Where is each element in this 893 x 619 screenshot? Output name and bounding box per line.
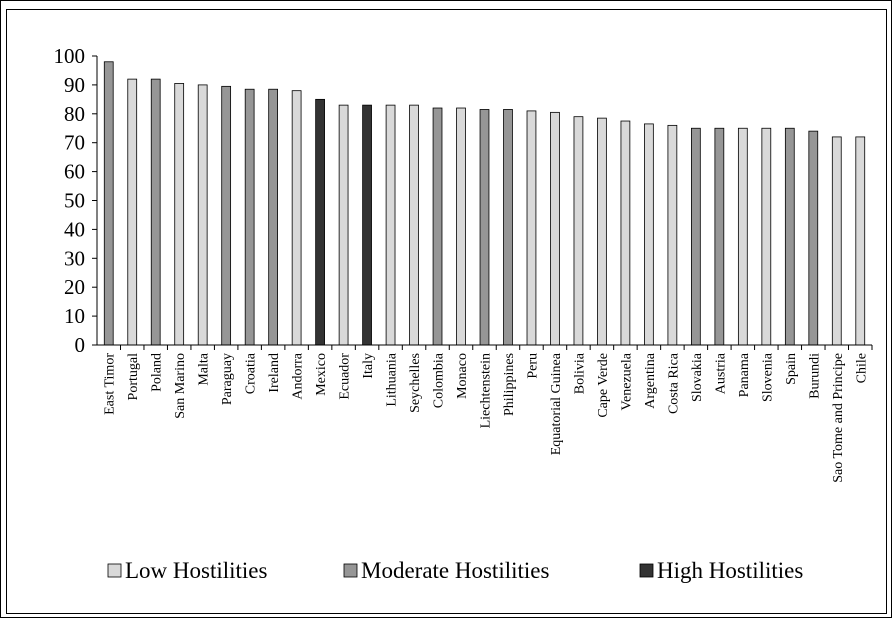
- bar-spain: [784, 127, 795, 346]
- y-tick-label: 40: [64, 217, 85, 241]
- x-tick-label: Philippines: [502, 353, 517, 416]
- x-tick-label: Costa Rica: [666, 352, 681, 414]
- legend-swatch-low: [107, 563, 122, 578]
- x-tick-label: East Timor: [103, 353, 118, 415]
- bar-lithuania: [385, 104, 396, 346]
- bar-venezuela: [620, 120, 631, 346]
- x-tick-label: Italy: [361, 353, 376, 379]
- x-tick-label: Bolivia: [572, 352, 587, 394]
- bar-italy: [362, 104, 372, 346]
- x-tick-label: San Marino: [173, 353, 188, 419]
- bar-slovakia: [691, 127, 701, 346]
- x-tick-label: Burundi: [807, 353, 822, 399]
- bar-liechtenstein: [479, 109, 490, 346]
- x-tick-label: Andorra: [291, 352, 306, 399]
- x-tick-label: Austria: [713, 352, 728, 394]
- x-tick-label: Ecuador: [338, 353, 353, 400]
- y-tick-label: 30: [64, 246, 85, 270]
- bar-chile: [855, 136, 866, 346]
- x-tick-label: Monaco: [455, 353, 470, 399]
- x-tick-label: Peru: [525, 353, 540, 379]
- x-tick-label: Mexico: [314, 353, 329, 396]
- bar-ireland: [268, 88, 278, 346]
- x-tick-label: Paraguay: [220, 353, 235, 405]
- bar-cape-verde: [597, 117, 607, 346]
- y-tick-label: 90: [64, 73, 85, 97]
- bar-malta: [197, 84, 208, 346]
- bar-slovenia: [761, 127, 772, 346]
- bar-east-timor: [103, 61, 114, 346]
- x-tick-label: Liechtenstein: [479, 353, 494, 428]
- y-tick-label: 60: [64, 160, 85, 184]
- bars: [103, 61, 866, 346]
- x-tick-label: Lithuania: [385, 352, 400, 406]
- bar-portugal: [127, 78, 138, 346]
- bar-seychelles: [409, 104, 419, 346]
- y-tick-label: 0: [75, 333, 86, 357]
- legend-swatch-moderate: [343, 563, 358, 578]
- x-tick-label: Malta: [197, 352, 212, 385]
- bar-croatia: [244, 88, 255, 346]
- legend: Low Hostilities Moderate Hostilities High …: [107, 558, 803, 583]
- bar-equatorial-guinea: [550, 111, 560, 346]
- bar-mexico: [315, 98, 325, 346]
- bar-bolivia: [573, 116, 584, 346]
- x-axis: East Timor Portugal Poland San Marino Malta P…: [97, 344, 873, 483]
- y-tick-label: 100: [54, 44, 86, 68]
- x-tick-label: Cape Verde: [596, 353, 611, 418]
- inner-border: [6, 9, 887, 614]
- bar-ecuador: [338, 104, 349, 346]
- legend-label-moderate: Moderate Hostilities: [361, 558, 549, 583]
- legend-label-high: High Hostilities: [657, 558, 803, 583]
- bar-panama: [737, 127, 748, 346]
- bar-monaco: [456, 107, 466, 346]
- x-tick-label: Sao Tome and Principe: [831, 353, 846, 483]
- y-tick-label: 20: [64, 275, 85, 299]
- bar-san-marino: [174, 83, 185, 346]
- x-tick-label: Slovakia: [690, 352, 705, 402]
- bar-burundi: [808, 130, 819, 346]
- x-tick-label: Venezuela: [619, 352, 634, 410]
- y-tick-label: 70: [64, 131, 85, 155]
- x-tick-label: Panama: [737, 352, 752, 397]
- x-tick-label: Ireland: [267, 353, 282, 393]
- bar-andorra: [291, 90, 302, 346]
- bar-poland: [150, 78, 161, 346]
- bar-argentina: [644, 123, 654, 346]
- x-tick-label: Chile: [854, 353, 869, 383]
- bar-peru: [526, 110, 537, 346]
- x-tick-label: Slovenia: [760, 352, 775, 402]
- bar-sao-tome-and-principe: [831, 136, 842, 346]
- legend-swatch-high: [639, 563, 654, 578]
- bar-colombia: [432, 107, 443, 346]
- x-tick-label: Spain: [784, 353, 799, 385]
- x-tick-label: Seychelles: [408, 353, 423, 413]
- bar-philippines: [503, 109, 513, 346]
- bar-paraguay: [221, 85, 232, 346]
- y-axis: 0 10 20 30 40 50 60 70 80 90 100: [54, 44, 98, 357]
- x-tick-label: Portugal: [126, 353, 141, 401]
- bar-costa-rica: [667, 124, 678, 346]
- x-tick-label: Colombia: [432, 352, 447, 408]
- x-tick-label: Poland: [150, 353, 165, 392]
- x-tick-label: Argentina: [643, 352, 658, 409]
- x-tick-label: Equatorial Guinea: [549, 352, 564, 455]
- x-tick-label: Croatia: [244, 352, 259, 394]
- y-tick-label: 80: [64, 102, 85, 126]
- y-tick-label: 10: [64, 304, 85, 328]
- legend-label-low: Low Hostilities: [125, 558, 268, 583]
- bar-austria: [714, 127, 725, 346]
- y-tick-label: 50: [64, 189, 85, 213]
